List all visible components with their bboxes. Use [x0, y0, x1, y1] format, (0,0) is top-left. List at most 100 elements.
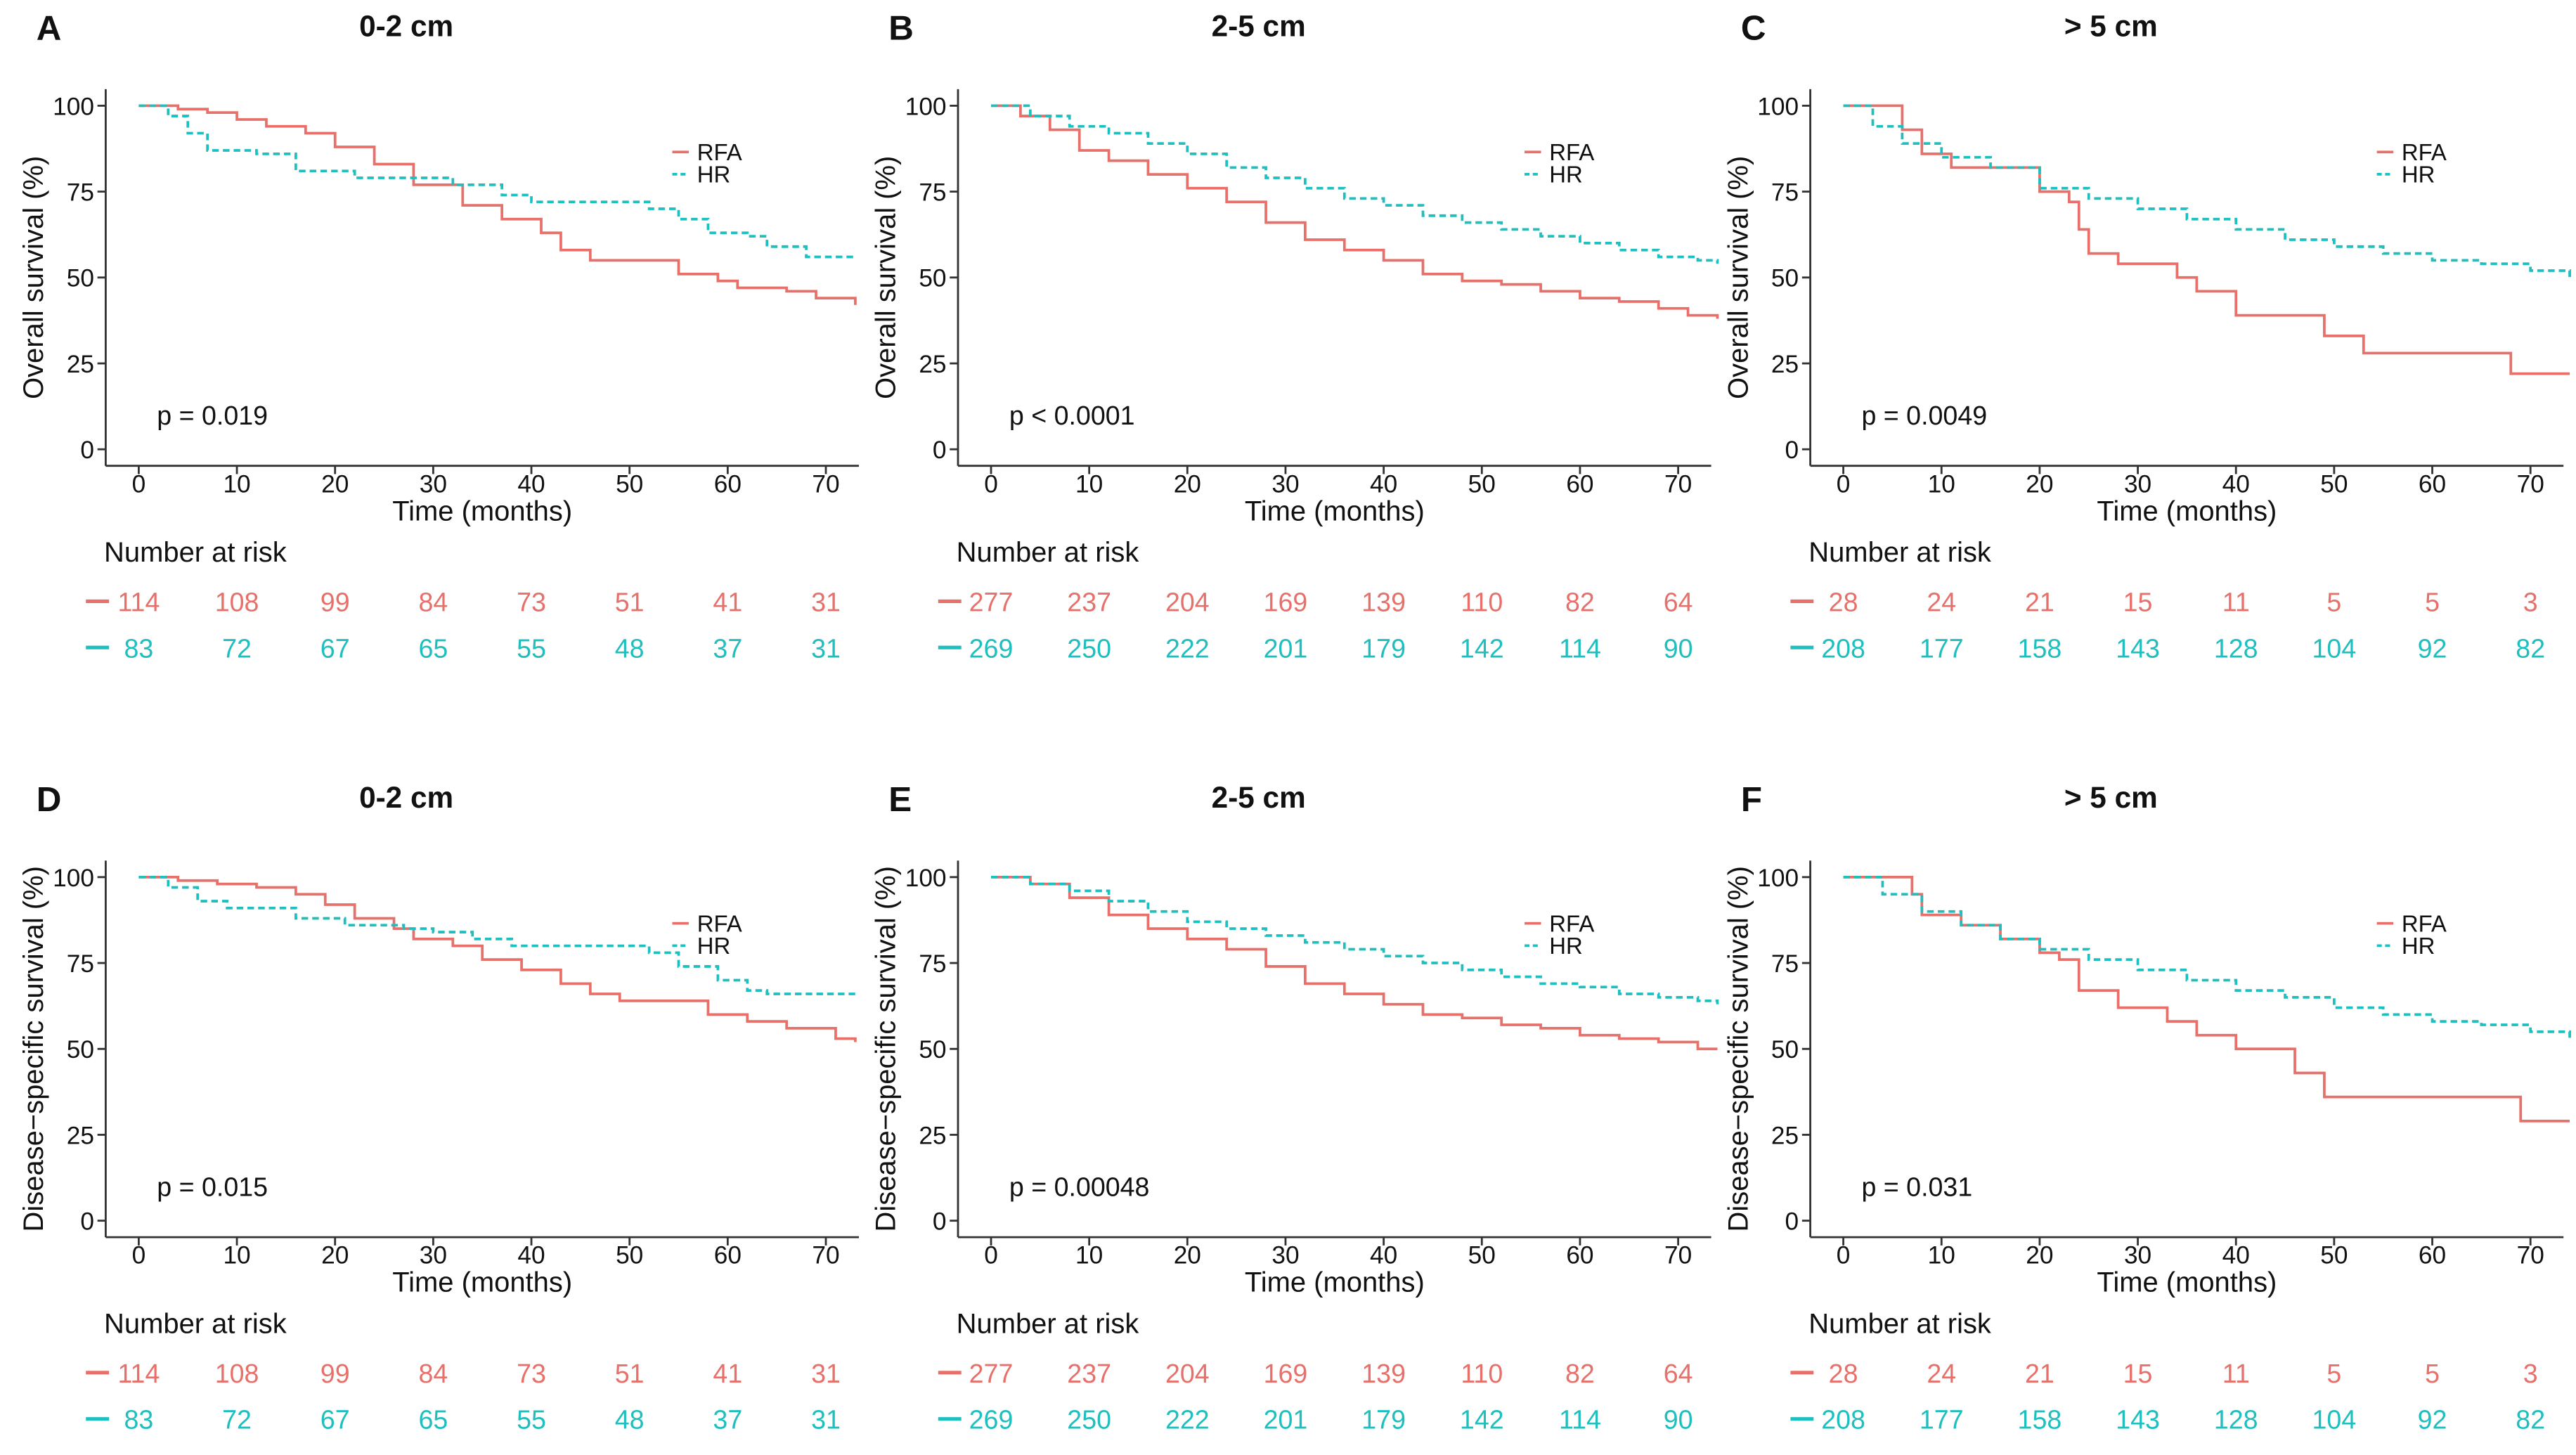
x-tick-label: 50	[616, 470, 643, 498]
risk-count-hr: 208	[1821, 1405, 1865, 1435]
risk-count-hr: 222	[1165, 633, 1210, 663]
x-tick-label: 70	[2517, 470, 2544, 498]
x-tick-label: 20	[321, 1242, 349, 1269]
risk-count-hr: 31	[811, 633, 841, 663]
x-tick-label: 50	[1468, 470, 1496, 498]
y-tick-label: 50	[919, 265, 946, 292]
risk-count-hr: 177	[1920, 633, 1964, 663]
y-tick-label: 75	[67, 179, 94, 207]
survival-curve-rfa	[990, 875, 1718, 1051]
risk-count-rfa: 84	[418, 1359, 448, 1388]
legend-label-rfa: RFA	[2402, 910, 2447, 936]
risk-count-rfa: 31	[811, 1359, 841, 1388]
risk-count-hr: 179	[1361, 1405, 1406, 1435]
x-axis-title: Time (months)	[392, 496, 572, 526]
x-tick-label: 20	[1174, 470, 1201, 498]
risk-count-hr: 179	[1361, 633, 1406, 663]
x-tick-label: 0	[1837, 470, 1851, 498]
risk-count-rfa: 110	[1461, 1359, 1503, 1388]
risk-count-hr: 37	[713, 1405, 742, 1435]
x-axis-title: Time (months)	[1245, 496, 1425, 526]
chart-panel-b: B 2-5 cm 0 25 50 75 100 0 10 20 30 40 50 60 70 Time (mo…	[871, 8, 1719, 663]
risk-count-rfa: 64	[1664, 1359, 1693, 1388]
legend-label-rfa: RFA	[2402, 139, 2447, 165]
x-tick-label: 30	[420, 1242, 447, 1269]
y-tick-label: 75	[919, 950, 946, 978]
risk-count-hr: 269	[969, 1405, 1014, 1435]
risk-count-hr: 177	[1920, 1405, 1964, 1435]
x-axis-title: Time (months)	[2097, 496, 2277, 526]
risk-count-rfa: 24	[1927, 588, 1956, 617]
y-tick-label: 25	[1771, 1122, 1799, 1149]
risk-count-rfa: 169	[1264, 588, 1308, 617]
x-tick-label: 60	[2419, 1242, 2446, 1269]
x-tick-label: 10	[1928, 470, 1955, 498]
p-value: p = 0.00048	[1009, 1172, 1150, 1201]
risk-count-hr: 83	[124, 1405, 153, 1435]
legend-label-rfa: RFA	[1549, 910, 1594, 936]
risk-count-hr: 48	[615, 633, 645, 663]
y-tick-label: 0	[80, 436, 94, 464]
legend-label-hr: HR	[697, 162, 731, 188]
y-axis-title: Overall survival (%)	[871, 156, 902, 399]
risk-count-rfa: 108	[215, 1359, 259, 1388]
risk-count-rfa: 237	[1067, 1359, 1111, 1388]
y-axis-title: Overall survival (%)	[1723, 156, 1754, 399]
survival-curve-rfa	[1843, 104, 2570, 375]
panel-label: C	[1741, 8, 1766, 47]
risk-table-header: Number at risk	[104, 537, 287, 568]
x-tick-label: 70	[1664, 470, 1692, 498]
legend-label-rfa: RFA	[697, 139, 742, 165]
risk-count-rfa: 3	[2523, 1359, 2538, 1388]
y-tick-label: 0	[1785, 1208, 1799, 1236]
risk-count-rfa: 114	[117, 588, 160, 617]
x-tick-label: 30	[1271, 1242, 1299, 1269]
risk-count-hr: 201	[1264, 1405, 1308, 1435]
risk-count-hr: 128	[2214, 1405, 2258, 1435]
panel-title: > 5 cm	[2064, 781, 2158, 814]
survival-curve-hr	[990, 104, 1719, 264]
x-tick-label: 40	[1370, 1242, 1397, 1269]
y-axis-title: Disease−specific survival (%)	[18, 866, 49, 1231]
risk-count-hr: 82	[2516, 1405, 2545, 1435]
x-tick-label: 0	[1837, 1242, 1851, 1269]
risk-table-header: Number at risk	[104, 1308, 287, 1339]
panel-title: 2-5 cm	[1212, 10, 1306, 43]
risk-count-rfa: 139	[1361, 1359, 1406, 1388]
x-tick-label: 30	[2124, 1242, 2151, 1269]
risk-count-rfa: 24	[1927, 1359, 1956, 1388]
risk-count-rfa: 5	[2326, 1359, 2341, 1388]
risk-count-rfa: 28	[1829, 1359, 1858, 1388]
risk-count-rfa: 73	[517, 1359, 546, 1388]
legend-label-hr: HR	[1549, 933, 1583, 959]
risk-count-rfa: 277	[969, 588, 1014, 617]
x-tick-label: 50	[616, 1242, 643, 1269]
x-axis-title: Time (months)	[2097, 1267, 2277, 1298]
risk-count-rfa: 108	[215, 588, 259, 617]
risk-count-hr: 114	[1559, 633, 1601, 663]
risk-count-rfa: 51	[615, 588, 645, 617]
risk-count-rfa: 5	[2425, 588, 2440, 617]
x-tick-label: 50	[1468, 1242, 1496, 1269]
y-tick-label: 0	[1785, 436, 1799, 464]
risk-count-hr: 82	[2516, 633, 2545, 663]
panel-title: 0-2 cm	[359, 10, 453, 43]
y-tick-label: 25	[1771, 351, 1799, 378]
risk-count-rfa: 114	[117, 1359, 160, 1388]
risk-count-hr: 142	[1460, 633, 1504, 663]
x-tick-label: 40	[2222, 470, 2250, 498]
risk-count-hr: 90	[1664, 1405, 1693, 1435]
x-tick-label: 10	[223, 470, 250, 498]
panel-title: > 5 cm	[2064, 10, 2158, 43]
y-tick-label: 50	[67, 1036, 94, 1063]
risk-count-hr: 65	[418, 1405, 448, 1435]
x-tick-label: 0	[132, 1242, 146, 1269]
risk-count-rfa: 11	[2222, 1359, 2250, 1388]
risk-count-rfa: 73	[517, 588, 546, 617]
y-tick-label: 50	[67, 265, 94, 292]
survival-curve-hr	[1843, 875, 2571, 1039]
risk-count-rfa: 139	[1361, 588, 1406, 617]
x-tick-label: 20	[2026, 470, 2053, 498]
x-tick-label: 10	[223, 1242, 250, 1269]
